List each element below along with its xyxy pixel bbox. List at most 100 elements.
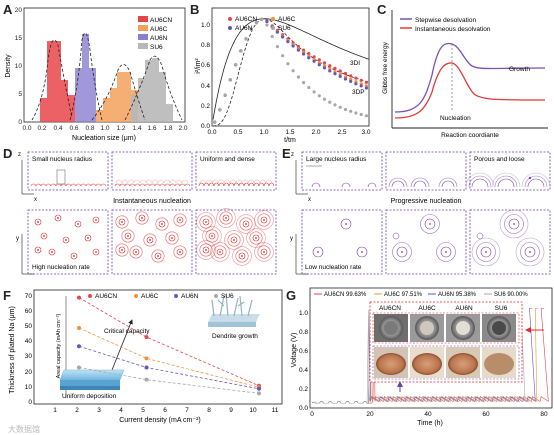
svg-text:1.0: 1.0 (299, 310, 308, 317)
b-point-au6n (291, 44, 295, 48)
f-point-au6cn (77, 295, 81, 300)
b-xlabel: t/tm (284, 137, 296, 144)
d-box1-label: Small nucleus radius (32, 156, 93, 163)
b-point-su6 (317, 94, 321, 98)
legend-b-au6cn: AU6CN (235, 16, 257, 23)
panel-label-e: E (282, 146, 291, 161)
legend-g-au6c: AU6C 97.51% (384, 292, 423, 298)
g-traces (311, 307, 549, 405)
svg-text:8: 8 (207, 407, 211, 414)
panel-f: F Areal capacity (mAh cm⁻²) Critical cap… (3, 288, 283, 424)
a-xticks: 0.0 0.2 0.4 0.6 0.8 1.0 1.2 1.4 1.6 1.8 2.0 (22, 125, 187, 132)
e-circles (312, 209, 545, 267)
d-circles (34, 208, 274, 266)
f-uniform: Uniform deposition (62, 393, 117, 400)
legend-f-su6: SU6 (221, 293, 234, 300)
f-point-su6 (144, 377, 149, 382)
svg-text:1.6: 1.6 (147, 125, 156, 132)
d-axis-z: z (18, 152, 21, 158)
legend-f-au6cn: AU6CN (95, 293, 117, 300)
b-point-su6 (239, 49, 243, 53)
a-ylabel: Density (5, 54, 12, 78)
svg-text:20: 20 (25, 369, 33, 376)
c-nucleation: Nucleation (440, 115, 471, 122)
panel-label-g: G (286, 288, 296, 303)
f-inset-ylabel: Areal capacity (mAh cm⁻²) (56, 314, 62, 379)
b-point-au6n (296, 48, 300, 52)
g-trace-su6 (311, 307, 526, 405)
b-point-su6 (234, 63, 238, 67)
a-xlabel: Nucleation size (μm) (72, 135, 136, 142)
b-point-au6n (343, 77, 348, 81)
svg-text:0: 0 (28, 399, 32, 406)
g-xlabel: Time (h) (417, 420, 443, 427)
b-point-su6 (333, 103, 337, 107)
svg-text:0: 0 (18, 119, 22, 126)
b-point-au6cn (328, 64, 332, 68)
b-point-au6n (349, 79, 353, 83)
legend-f-au6n: AU6N (181, 293, 199, 300)
b-point-au6n (307, 56, 311, 60)
svg-text:1.4: 1.4 (132, 125, 141, 132)
svg-text:1.5: 1.5 (285, 129, 294, 136)
svg-text:0.0: 0.0 (22, 125, 31, 132)
b-point-su6 (322, 97, 327, 101)
panel-d: D Small nucleus radius Uniform and dense… (3, 146, 277, 275)
svg-text:0.6: 0.6 (69, 125, 78, 132)
d-axis-x: x (34, 197, 37, 203)
svg-text:15: 15 (15, 35, 23, 42)
b-point-su6 (270, 34, 274, 39)
f-point-au6n (257, 386, 261, 391)
c-legend-instant: Instantaneous desolvation (415, 26, 491, 33)
svg-text:0: 0 (310, 411, 314, 418)
d-box4-label: High nucleation rate (32, 264, 90, 271)
bars-au6cn (40, 41, 75, 122)
panel-label-d: D (3, 146, 12, 161)
e-top-domes (311, 172, 551, 188)
panel-b: B 3DI 3DP AU6CN AU6C AU6N SU6 0.0 0.5 1.0… (190, 2, 371, 144)
e-box4-label: Low nucleation rate (305, 264, 362, 271)
panel-label-f: F (3, 288, 11, 303)
b-point-su6 (291, 69, 295, 73)
c-growth: Growth (509, 66, 530, 73)
c-legend-stepwise: Stepwise desolvation (415, 17, 476, 24)
b-point-su6 (343, 107, 348, 112)
b-point-su6 (296, 75, 300, 79)
b-point-au6n (359, 84, 363, 88)
c-xlabel: Reaction coordiante (441, 132, 499, 139)
panel-c: C Stepwise desolvation Instantaneous des… (377, 2, 548, 139)
svg-text:9: 9 (229, 407, 233, 414)
g-yticks: 0.0 0.2 0.4 0.6 0.8 1.0 (299, 310, 308, 412)
d-top-bumps (30, 179, 275, 187)
b-point-su6 (254, 21, 259, 25)
b-point-su6 (364, 114, 368, 118)
legend-g: AU6CN 99.63% AU6C 97.51% AU6N 95.38% SU6… (314, 292, 528, 298)
f-xticks: 1 2 3 4 5 6 7 8 9 10 11 (53, 407, 279, 414)
b-point-su6 (213, 120, 217, 124)
f-yticks: 0 10 20 30 40 50 60 70 (25, 293, 33, 406)
svg-text:0.4: 0.4 (201, 83, 210, 90)
svg-text:40: 40 (25, 338, 33, 345)
legend-a-au6cn: AU6CN (150, 17, 172, 24)
b-point-au6n (317, 63, 321, 67)
svg-text:1.0: 1.0 (100, 125, 109, 132)
g-xticks: 0 20 40 60 80 (310, 411, 548, 418)
b-point-au6cn (296, 44, 300, 49)
b-point-au6cn (343, 71, 348, 76)
e-axis-y: y (290, 236, 293, 242)
svg-text:70: 70 (25, 293, 33, 300)
e-axis-z: z (291, 152, 294, 158)
f-point-au6c (77, 326, 81, 330)
svg-text:0.2: 0.2 (299, 386, 308, 393)
panel-g: G AU6CN 99.63% AU6C 97.51% AU6N 95.38% S… (286, 287, 553, 427)
svg-text:10: 10 (249, 407, 257, 414)
svg-text:0.8: 0.8 (201, 42, 210, 49)
watermark: 大数据馆 (8, 424, 40, 434)
legend-b: AU6CN AU6C AU6N SU6 (228, 16, 296, 32)
svg-text:80: 80 (540, 411, 548, 418)
panel-label-b: B (190, 2, 199, 17)
legend-a-au6n: AU6N (150, 35, 168, 42)
legend-a: AU6CN AU6C AU6N SU6 (138, 16, 172, 51)
svg-text:40: 40 (424, 411, 432, 418)
